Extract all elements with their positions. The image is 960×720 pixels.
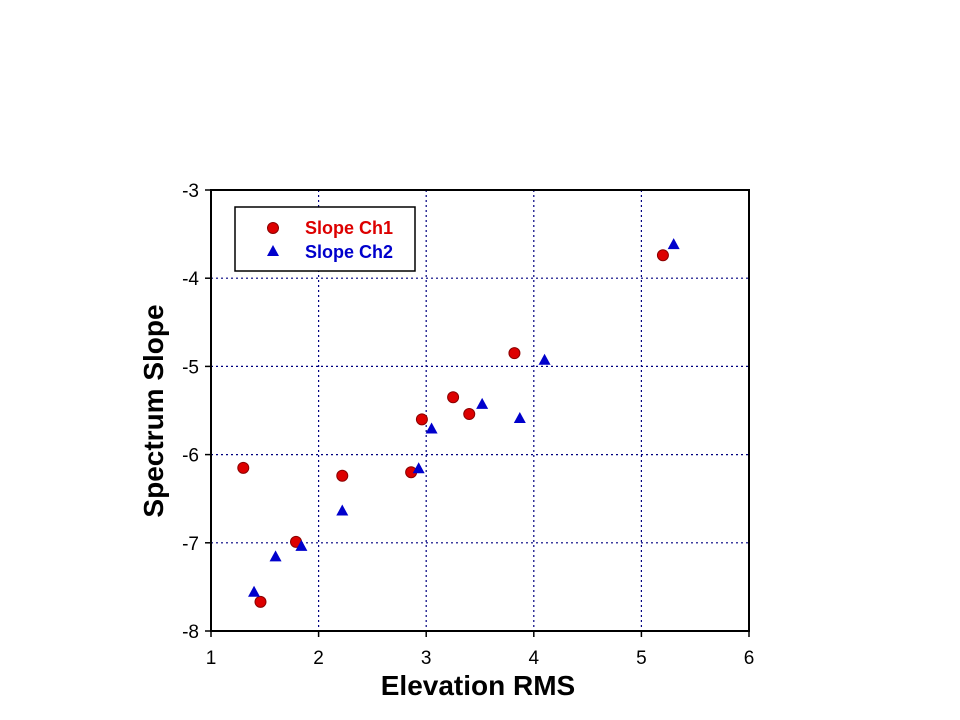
data-points xyxy=(237,238,680,608)
x-axis-title: Elevation RMS xyxy=(381,670,575,701)
data-point-slope-ch1 xyxy=(508,347,521,360)
x-tick-label: 6 xyxy=(744,648,755,669)
x-tick-label: 4 xyxy=(529,648,540,669)
y-tick-label: -5 xyxy=(182,357,199,378)
x-tick-labels: 1 2 3 4 5 6 xyxy=(206,648,755,669)
legend-label-ch1: Slope Ch1 xyxy=(305,218,393,238)
data-point-slope-ch2 xyxy=(425,422,438,434)
plot-frame xyxy=(210,189,750,632)
y-tick-label: -7 xyxy=(182,534,199,555)
y-tick-label: -4 xyxy=(182,269,199,290)
data-point-slope-ch1 xyxy=(237,461,250,474)
legend: Slope Ch1 Slope Ch2 xyxy=(234,206,416,272)
legend-marker-ch1 xyxy=(267,222,279,234)
data-point-slope-ch2 xyxy=(269,550,282,562)
data-point-slope-ch2 xyxy=(336,504,349,516)
data-point-slope-ch1 xyxy=(415,413,428,426)
data-point-slope-ch1 xyxy=(254,595,267,608)
x-tick-label: 1 xyxy=(206,648,217,669)
data-point-slope-ch2 xyxy=(412,462,425,474)
x-tick-label: 2 xyxy=(313,648,324,669)
y-axis-title: Spectrum Slope xyxy=(138,304,169,517)
x-tick-label: 3 xyxy=(421,648,432,669)
data-point-slope-ch2 xyxy=(667,238,680,250)
legend-label-ch2: Slope Ch2 xyxy=(305,242,393,262)
x-tick-label: 5 xyxy=(636,648,647,669)
legend-marker-ch2 xyxy=(267,245,279,256)
y-tick-label: -6 xyxy=(182,446,199,467)
data-point-slope-ch2 xyxy=(476,397,489,409)
tick-marks xyxy=(205,189,750,637)
grid-layer xyxy=(211,190,749,631)
y-tick-labels: -3 -4 -5 -6 -7 -8 xyxy=(182,181,199,643)
data-point-slope-ch1 xyxy=(463,408,476,421)
data-point-slope-ch2 xyxy=(513,411,526,423)
y-tick-label: -3 xyxy=(182,181,199,202)
data-point-slope-ch1 xyxy=(336,469,349,482)
data-point-slope-ch2 xyxy=(538,353,551,365)
data-point-slope-ch2 xyxy=(248,585,261,597)
data-point-slope-ch1 xyxy=(656,249,669,262)
y-tick-label: -8 xyxy=(182,622,199,643)
legend-box xyxy=(234,206,416,272)
data-point-slope-ch1 xyxy=(447,391,460,404)
data-point-slope-ch2 xyxy=(295,539,308,551)
